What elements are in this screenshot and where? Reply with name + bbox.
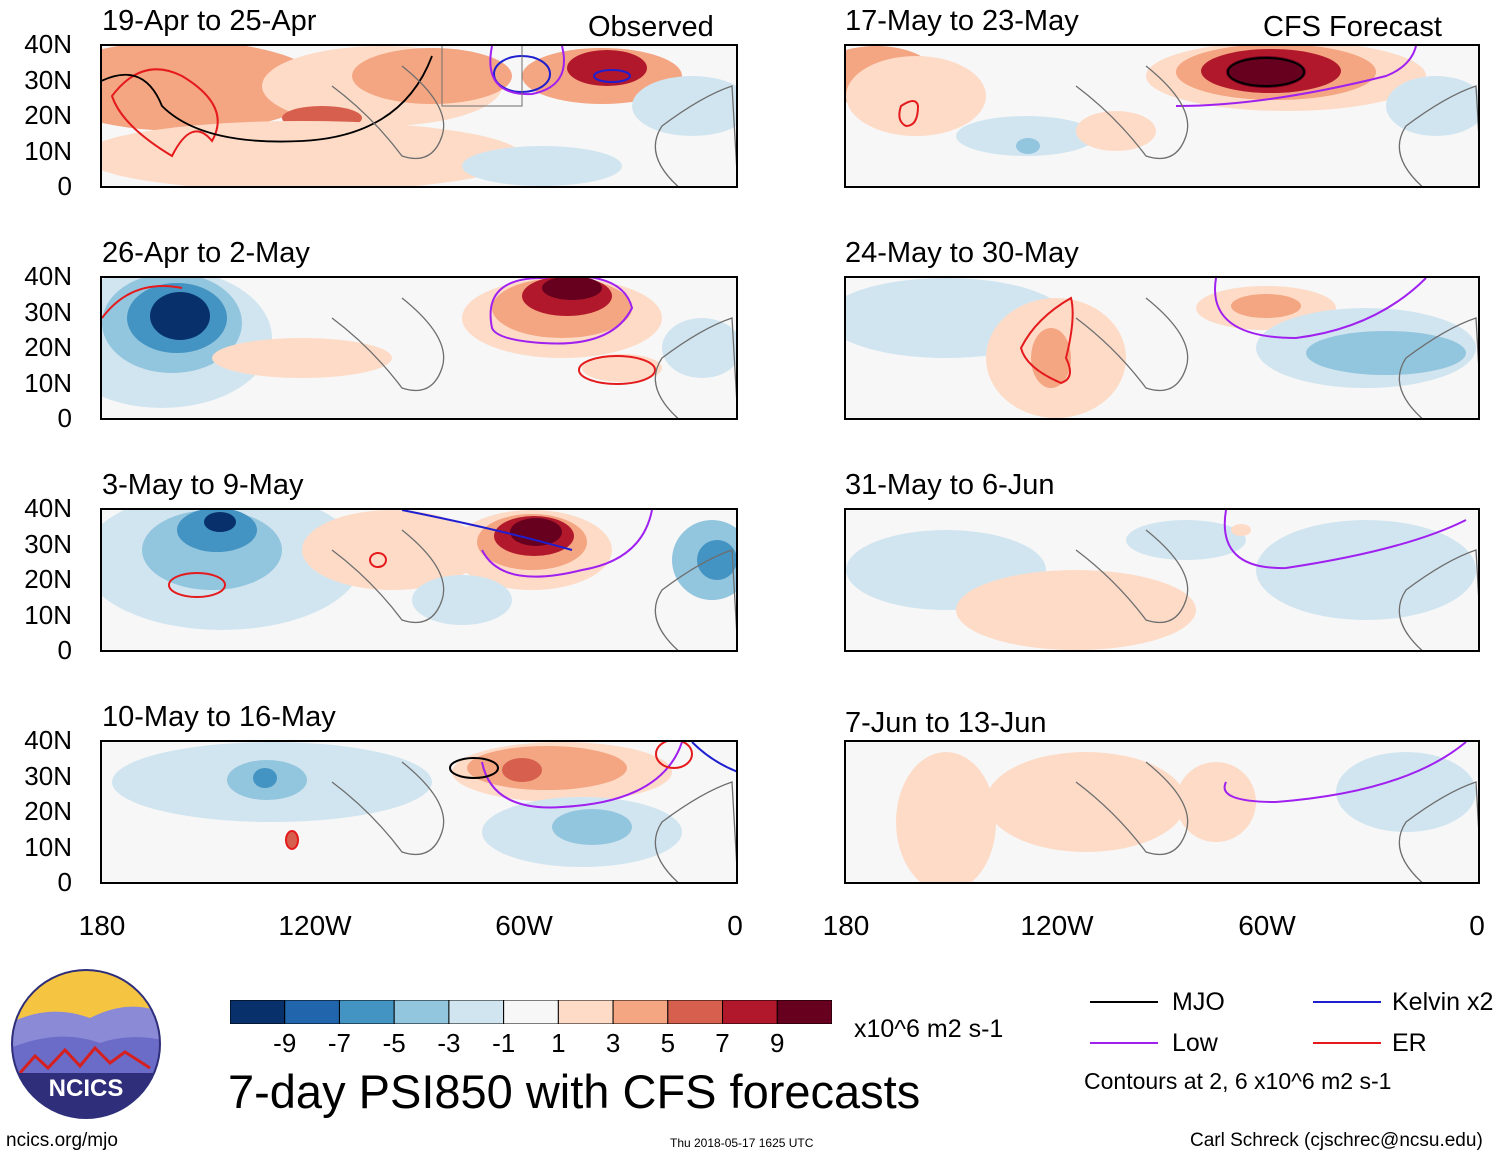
lat-label: 20N xyxy=(24,100,72,130)
colorbar-swatch xyxy=(776,999,833,1025)
lon-label: 180 xyxy=(78,910,126,941)
map-panel-observed-1 xyxy=(100,44,738,188)
psi850-map xyxy=(102,278,736,418)
lat-label: 30N xyxy=(24,296,72,327)
map-panel-forecast-4 xyxy=(844,740,1480,884)
colorbar-swatch xyxy=(503,999,559,1025)
colorbar-swatch xyxy=(393,999,450,1025)
colorbar-swatch xyxy=(612,999,669,1025)
colorbar xyxy=(229,999,833,1025)
psi850-map xyxy=(112,742,736,882)
panel-title: 31-May to 6-Jun xyxy=(845,469,1055,501)
psi850-map xyxy=(846,278,1478,418)
lat-label: 40N xyxy=(24,725,72,755)
colorbar-tick: 7 xyxy=(715,1028,730,1058)
lat-label: 10N xyxy=(24,599,72,630)
legend-swatch-kelvin xyxy=(1313,1001,1381,1003)
colorbar-swatch xyxy=(229,999,286,1025)
lat-label: 30N xyxy=(24,760,72,791)
psi850-map xyxy=(102,510,736,650)
panel-title: 19-Apr to 25-Apr xyxy=(102,5,317,37)
legend-note: Contours at 2, 6 x10^6 m2 s-1 xyxy=(1084,1068,1392,1094)
lon-label: 60W xyxy=(495,910,553,941)
legend-label-mjo: MJO xyxy=(1172,988,1225,1016)
colorbar-tick: 3 xyxy=(605,1028,621,1058)
lat-label: 20N xyxy=(24,332,72,362)
colorbar-tick: -7 xyxy=(327,1028,352,1058)
colorbar-units: x10^6 m2 s-1 xyxy=(854,1015,1004,1043)
lon-label: 60W xyxy=(1238,910,1296,941)
panel-title: 17-May to 23-May xyxy=(845,5,1079,37)
colorbar-swatches xyxy=(229,999,833,1025)
colorbar-swatch xyxy=(448,999,505,1025)
logo-icon: NCICS xyxy=(11,969,161,1119)
colorbar-tick: -3 xyxy=(437,1028,461,1058)
observed-header: Observed xyxy=(588,11,714,43)
panel-title: 26-Apr to 2-May xyxy=(102,237,310,269)
map-panel-observed-2 xyxy=(100,276,738,420)
lat-label: 10N xyxy=(24,831,72,862)
psi850-map xyxy=(896,742,1478,882)
lon-label: 120W xyxy=(278,910,352,941)
colorbar-tick: 5 xyxy=(660,1028,676,1058)
map-panel-observed-4 xyxy=(100,740,738,884)
panel-title: 3-May to 9-May xyxy=(102,469,304,501)
lat-label: 0 xyxy=(57,403,72,433)
psi850-map xyxy=(102,46,736,186)
lon-label: 180 xyxy=(822,910,870,941)
colorbar-swatch xyxy=(284,999,340,1025)
colorbar-tick: -5 xyxy=(382,1028,406,1058)
legend-swatch-low xyxy=(1090,1042,1158,1044)
lat-label: 30N xyxy=(24,528,72,559)
lat-label: 40N xyxy=(24,493,72,523)
psi850-map xyxy=(846,46,1478,186)
lat-label: 0 xyxy=(57,635,72,665)
legend-label-er: ER xyxy=(1392,1029,1427,1057)
lat-label: 20N xyxy=(24,564,72,594)
colorbar-tick: 9 xyxy=(770,1028,785,1058)
map-panel-forecast-1 xyxy=(844,44,1480,188)
lat-label: 30N xyxy=(24,64,72,95)
lon-label: 0 xyxy=(1469,910,1485,941)
map-panel-observed-3 xyxy=(100,508,738,652)
logo-text: NCICS xyxy=(49,1075,124,1102)
forecast-header: CFS Forecast xyxy=(1263,11,1442,43)
colorbar-tick: 1 xyxy=(551,1028,566,1058)
main-title: 7-day PSI850 with CFS forecasts xyxy=(228,1065,921,1118)
colorbar-swatch xyxy=(557,999,614,1025)
footer-timestamp: Thu 2018-05-17 1625 UTC xyxy=(670,1136,814,1150)
lon-label: 120W xyxy=(1020,910,1094,941)
lat-label: 0 xyxy=(57,867,72,897)
colorbar-swatch xyxy=(338,999,395,1025)
lat-label: 40N xyxy=(24,261,72,291)
panel-title: 10-May to 16-May xyxy=(102,701,336,733)
legend-swatch-mjo xyxy=(1090,1001,1158,1003)
lat-label: 10N xyxy=(24,135,72,166)
panel-title: 24-May to 30-May xyxy=(845,237,1079,269)
psi850-map xyxy=(846,510,1478,650)
colorbar-swatch xyxy=(667,999,724,1025)
legend-label-low: Low xyxy=(1172,1029,1218,1057)
colorbar-tick: -1 xyxy=(492,1028,516,1058)
legend-label-kelvin: Kelvin x2 xyxy=(1392,988,1494,1016)
lat-label: 20N xyxy=(24,796,72,826)
lon-label: 0 xyxy=(727,910,743,941)
map-panel-forecast-3 xyxy=(844,508,1480,652)
colorbar-swatch xyxy=(722,999,778,1025)
map-panel-forecast-2 xyxy=(844,276,1480,420)
legend-swatch-er xyxy=(1313,1042,1381,1044)
lat-label: 10N xyxy=(24,367,72,398)
panel-title: 7-Jun to 13-Jun xyxy=(845,707,1047,739)
footer-url[interactable]: ncics.org/mjo xyxy=(6,1130,118,1151)
footer-credit: Carl Schreck (cjschrec@ncsu.edu) xyxy=(1190,1130,1483,1151)
lat-label: 40N xyxy=(24,29,72,59)
ncics-logo: NCICS xyxy=(10,968,162,1120)
lat-label: 0 xyxy=(57,171,72,201)
colorbar-tick: -9 xyxy=(273,1028,297,1058)
